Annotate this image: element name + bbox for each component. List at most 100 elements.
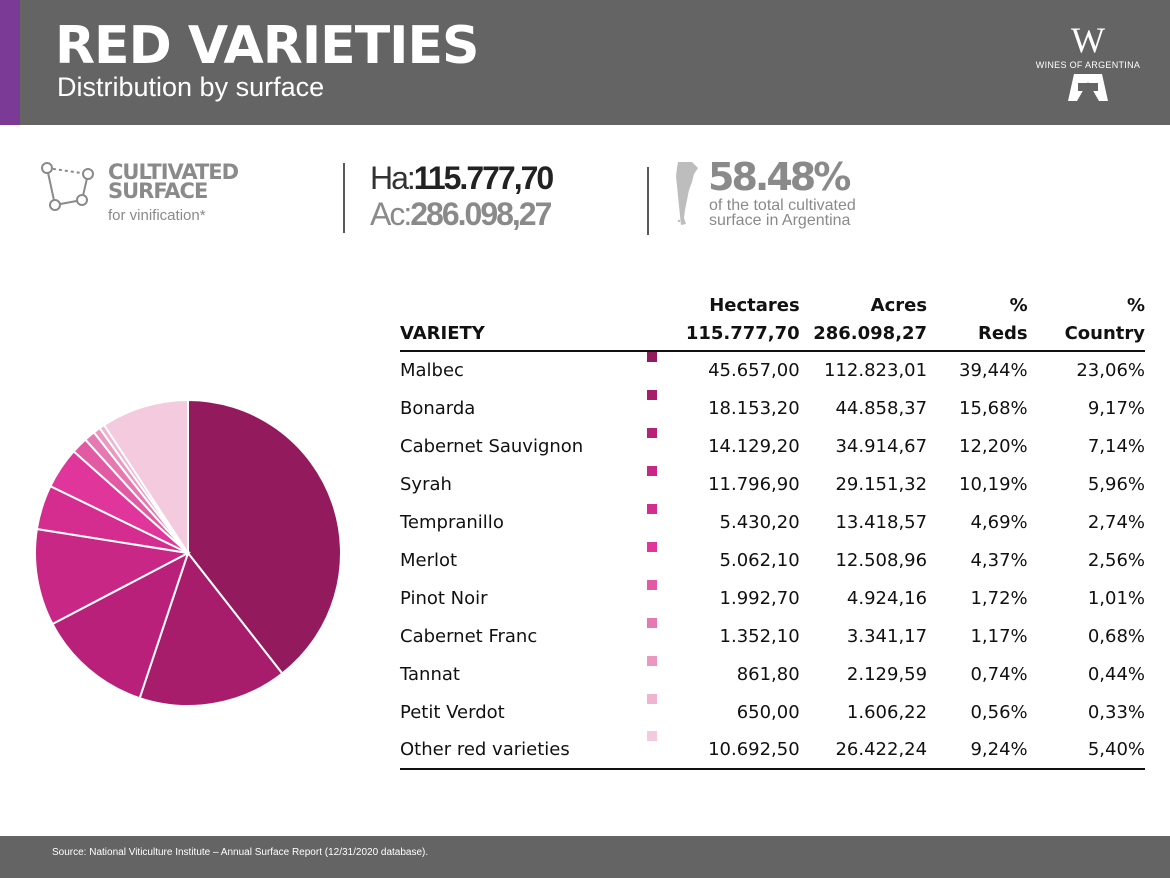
- legend-swatch: [647, 617, 658, 628]
- ac-label: Ac:: [370, 196, 412, 232]
- variety-cell: Cabernet Franc: [400, 625, 538, 647]
- country-percent-cell: 0,33%: [1087, 701, 1145, 723]
- accent-bar: [0, 0, 20, 125]
- reds-percent-cell: 4,37%: [970, 549, 1028, 571]
- country-percent-cell: 2,74%: [1087, 511, 1145, 533]
- cultivated-line-1: CULTIVATED: [108, 160, 239, 184]
- swatch-cell: [647, 655, 686, 693]
- header-reds-label: Reds: [977, 323, 1028, 344]
- country-percent-cell: 1,01%: [1087, 587, 1145, 609]
- share-percentage: 58.48%: [708, 155, 851, 199]
- hectares-cell: 5.062,10: [719, 549, 800, 571]
- table-row: Cabernet Franc 1.352,10 3.341,17 1,17% 0,68%: [400, 617, 1145, 655]
- table-row: Bonarda 18.153,20 44.858,37 15,68% 9,17%: [400, 389, 1145, 427]
- argentina-map-icon: [676, 162, 698, 225]
- legend-swatch: [647, 503, 658, 514]
- acres-cell: 2.129,59: [846, 663, 928, 685]
- reds-percent-cell: 39,44%: [959, 360, 1028, 381]
- pie-slice-other-red-varieties: [102, 398, 189, 557]
- page-title: RED VARIETIES: [55, 16, 479, 76]
- table-row: Petit Verdot 650,00 1.606,22 0,56% 0,33%: [400, 693, 1145, 731]
- hectares-cell: 14.129,20: [708, 435, 800, 457]
- legend-swatch: [647, 465, 658, 476]
- reds-percent-cell: 9,24%: [970, 739, 1028, 760]
- legend-swatch: [647, 731, 658, 741]
- acres-total: Ac:286.098,27: [370, 196, 552, 233]
- acres-cell: 26.422,24: [835, 739, 928, 760]
- variety-cell: Merlot: [400, 549, 458, 571]
- hectares-cell: 11.796,90: [708, 473, 800, 495]
- reds-percent-cell: 0,56%: [970, 701, 1028, 723]
- acres-cell: 29.151,32: [835, 473, 928, 495]
- swatch-cell: [647, 617, 686, 655]
- legend-swatch: [647, 389, 658, 400]
- variety-cell: Cabernet Sauvignon: [400, 435, 584, 457]
- varieties-table: VARIETY Hectares 115.777,70 Acres 286.098,…: [400, 290, 1145, 770]
- cultivated-sub-label: for vinification*: [108, 207, 206, 224]
- hectares-cell: 650,00: [736, 701, 800, 723]
- header-country-symbol: %: [1126, 295, 1145, 316]
- legend-swatch: [647, 693, 658, 704]
- header-country: % Country: [1028, 290, 1145, 351]
- legend-swatch: [647, 427, 658, 438]
- table-row: Tempranillo 5.430,20 13.418,57 4,69% 2,74%: [400, 503, 1145, 541]
- divider-1: [343, 163, 345, 233]
- legend-swatch: [647, 352, 658, 362]
- swatch-cell: [647, 579, 686, 617]
- variety-cell: Petit Verdot: [400, 701, 505, 723]
- surface-plot-icon: [41, 162, 94, 211]
- header-reds: % Reds: [927, 290, 1028, 351]
- table-header-row: VARIETY Hectares 115.777,70 Acres 286.098,…: [400, 290, 1145, 351]
- svg-text:W: W: [1071, 26, 1105, 60]
- header-acres-total: 286.098,27: [813, 323, 928, 344]
- acres-cell: 13.418,57: [835, 511, 928, 533]
- reds-percent-cell: 12,20%: [959, 435, 1028, 457]
- country-percent-cell: 0,68%: [1087, 625, 1145, 647]
- reds-percent-cell: 10,19%: [959, 473, 1028, 495]
- divider-2: [647, 167, 649, 235]
- table-row: Malbec 45.657,00 112.823,01 39,44% 23,06%: [400, 351, 1145, 389]
- reds-percent-cell: 15,68%: [959, 397, 1028, 419]
- country-percent-cell: 5,40%: [1087, 739, 1145, 760]
- header-hectares: Hectares 115.777,70: [686, 290, 800, 351]
- country-percent-cell: 2,56%: [1087, 549, 1145, 571]
- hectares-cell: 45.657,00: [708, 360, 800, 381]
- swatch-cell: [647, 731, 686, 769]
- acres-cell: 34.914,67: [835, 435, 928, 457]
- table-row: Other red varieties 10.692,50 26.422,24 9,2…: [400, 731, 1145, 769]
- ha-label: Ha:: [370, 160, 416, 196]
- variety-cell: Other red varieties: [400, 739, 570, 760]
- country-percent-cell: 9,17%: [1087, 397, 1145, 419]
- header-hectares-label: Hectares: [709, 295, 800, 316]
- footer-bar: [0, 836, 1170, 878]
- table-row: Merlot 5.062,10 12.508,96 4,37% 2,56%: [400, 541, 1145, 579]
- logo-text: WINES OF ARGENTINA: [1035, 60, 1141, 70]
- ac-value: 286.098,27: [410, 196, 552, 232]
- country-percent-cell: 0,44%: [1087, 663, 1145, 685]
- header-country-label: Country: [1064, 323, 1145, 344]
- header-acres-label: Acres: [870, 295, 928, 316]
- acres-cell: 1.606,22: [846, 701, 928, 723]
- hectares-cell: 1.992,70: [719, 587, 800, 609]
- country-percent-cell: 7,14%: [1087, 435, 1145, 457]
- hectares-cell: 861,80: [736, 663, 800, 685]
- acres-cell: 4.924,16: [846, 587, 928, 609]
- reds-percent-cell: 0,74%: [970, 663, 1028, 685]
- legend-swatch: [647, 655, 658, 666]
- table-row: Tannat 861,80 2.129,59 0,74% 0,44%: [400, 655, 1145, 693]
- variety-cell: Tannat: [400, 663, 460, 685]
- header-swatch: [647, 290, 686, 351]
- header-reds-symbol: %: [1009, 295, 1028, 316]
- country-percent-cell: 5,96%: [1087, 473, 1145, 495]
- swatch-cell: [647, 465, 686, 503]
- variety-cell: Syrah: [400, 473, 452, 495]
- country-percent-cell: 23,06%: [1076, 360, 1145, 381]
- hectares-cell: 1.352,10: [719, 625, 800, 647]
- table-row: Pinot Noir 1.992,70 4.924,16 1,72% 1,01%: [400, 579, 1145, 617]
- acres-cell: 3.341,17: [846, 625, 928, 647]
- reds-percent-cell: 1,17%: [970, 625, 1028, 647]
- cultivated-surface-label: CULTIVATED SURFACE: [108, 160, 239, 202]
- reds-percent-cell: 4,69%: [970, 511, 1028, 533]
- header-bar: [0, 0, 1170, 125]
- header-hectares-total: 115.777,70: [685, 323, 800, 344]
